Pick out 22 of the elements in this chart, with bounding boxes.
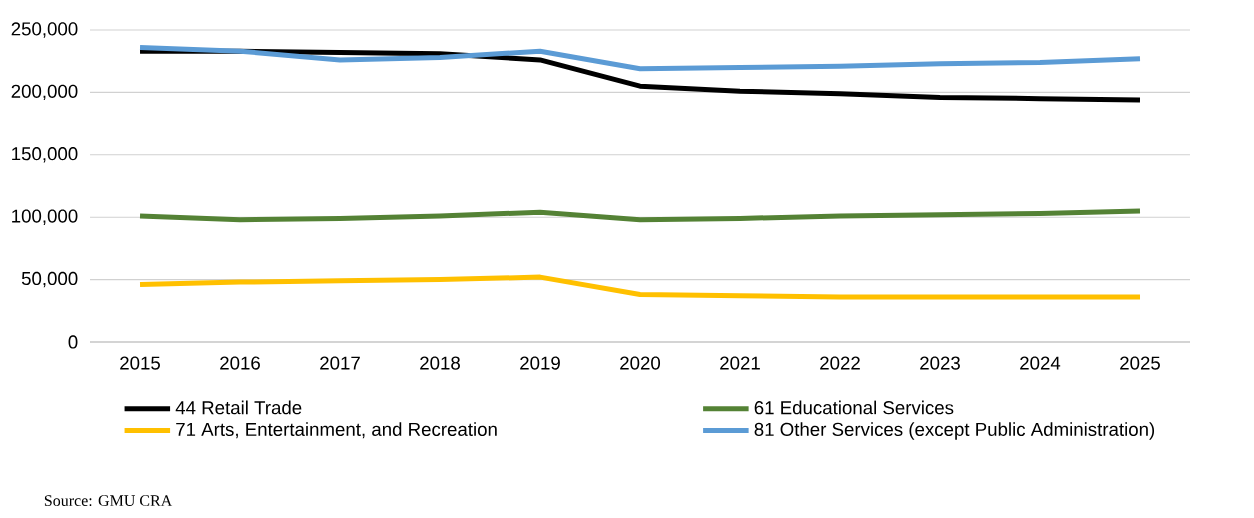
x-tick-label: 2024	[1020, 356, 1061, 370]
y-tick-label: 0	[68, 335, 78, 349]
source-note: Source: GMU CRA	[44, 495, 173, 507]
x-tick-label: 2019	[520, 356, 560, 370]
y-tick-label: 200,000	[11, 84, 78, 101]
x-tick-label: 2015	[120, 356, 160, 370]
x-tick-label: 2025	[1120, 356, 1160, 370]
x-tick-label: 2020	[620, 356, 661, 370]
y-tick-label: 50,000	[21, 271, 78, 288]
x-tick-label: 2022	[820, 356, 860, 370]
x-tick-label: 2018	[420, 356, 460, 370]
x-tick-label: 2021	[720, 356, 760, 370]
y-tick-label: 100,000	[12, 209, 78, 225]
y-tick-label: 250,000	[11, 22, 78, 38]
x-tick-label: 2023	[920, 356, 960, 370]
legend-label: 71 Arts, Entertainment, and Recreation	[176, 422, 497, 439]
legend-label: 61 Educational Services	[754, 400, 954, 415]
x-tick-label: 2016	[220, 356, 260, 370]
y-tick-label: 150,000	[12, 147, 78, 163]
legend-label: 81 Other Services (except Public Administration)	[754, 422, 1155, 440]
legend-label: 44 Retail Trade	[175, 400, 302, 415]
x-tick-label: 2017	[320, 356, 360, 370]
